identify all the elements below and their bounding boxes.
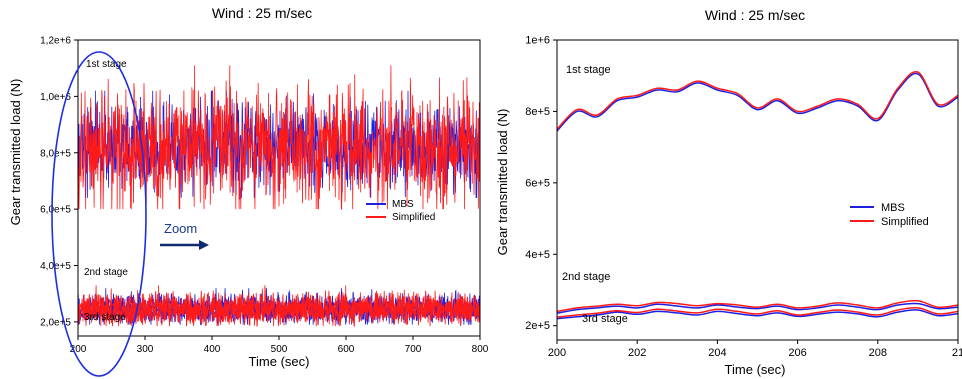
y-tick-label: 2,0e+5 xyxy=(40,317,71,328)
left-legend: MBS Simplified xyxy=(366,199,435,223)
x-tick-label: 202 xyxy=(628,347,646,359)
left-annotation-1st-stage: 1st stage xyxy=(86,59,127,70)
y-tick-label: 8e+5 xyxy=(525,106,550,118)
left-chart-title: Wind : 25 m/sec xyxy=(212,5,312,21)
right-annotation-2nd-stage: 2nd stage xyxy=(562,271,610,283)
y-tick-label: 2e+5 xyxy=(525,320,550,332)
y-tick-label: 4e+5 xyxy=(525,249,550,261)
y-tick-label: 6,0e+5 xyxy=(40,205,71,216)
x-tick-label: 700 xyxy=(405,344,422,355)
x-tick-label: 400 xyxy=(204,344,221,355)
left-legend-simplified-label: Simplified xyxy=(392,212,435,223)
x-tick-label: 200 xyxy=(70,344,87,355)
y-tick-label: 1,2e+6 xyxy=(40,36,71,47)
x-tick-label: 500 xyxy=(271,344,288,355)
zoom-ellipse xyxy=(51,51,147,377)
left-y-axis-label: Gear transmitted load (N) xyxy=(8,79,23,226)
right-y-axis-label: Gear transmitted load (N) xyxy=(495,109,510,256)
x-tick-label: 600 xyxy=(338,344,355,355)
series-line-simplified-stage-3 xyxy=(77,293,481,328)
y-tick-label: 6e+5 xyxy=(525,177,550,189)
right-legend: MBS Simplified xyxy=(850,202,929,228)
x-tick-label: 21 xyxy=(952,347,962,359)
right-legend-mbs-label: MBS xyxy=(881,202,905,214)
x-tick-label: 800 xyxy=(472,344,489,355)
right-x-axis-label: Time (sec) xyxy=(725,362,786,377)
right-legend-simplified-label: Simplified xyxy=(881,216,929,228)
right-annotation-3rd-stage: 3rd stage xyxy=(582,313,628,325)
x-tick-label: 300 xyxy=(137,344,154,355)
left-annotation-2nd-stage: 2nd stage xyxy=(84,267,128,278)
left-x-axis-label: Time (sec) xyxy=(249,354,310,369)
y-tick-label: 4,0e+5 xyxy=(40,261,71,272)
y-tick-label: 1,0e+6 xyxy=(40,92,71,103)
x-tick-label: 200 xyxy=(548,347,566,359)
right-chart-title: Wind : 25 m/sec xyxy=(705,7,805,23)
zoom-label: Zoom xyxy=(164,221,197,236)
right-plot-area xyxy=(556,39,959,341)
left-annotation-3rd-stage: 3rd stage xyxy=(84,312,126,323)
left-legend-mbs-label: MBS xyxy=(392,199,414,210)
y-tick-label: 1e+6 xyxy=(525,35,550,47)
x-tick-label: 208 xyxy=(869,347,887,359)
series-line-simplified-stage-1 xyxy=(77,65,481,210)
zoom-arrow-icon xyxy=(160,240,209,250)
right-chart: Wind : 25 m/sec Gear transmitted load (N… xyxy=(495,7,962,377)
x-tick-label: 204 xyxy=(708,347,726,359)
left-plot-area xyxy=(77,39,481,337)
x-tick-label: 206 xyxy=(788,347,806,359)
right-annotation-1st-stage: 1st stage xyxy=(566,64,611,76)
left-chart: Wind : 25 m/sec Gear transmitted load (N… xyxy=(8,5,489,377)
series-line-mbs-1st-stage xyxy=(556,72,959,132)
